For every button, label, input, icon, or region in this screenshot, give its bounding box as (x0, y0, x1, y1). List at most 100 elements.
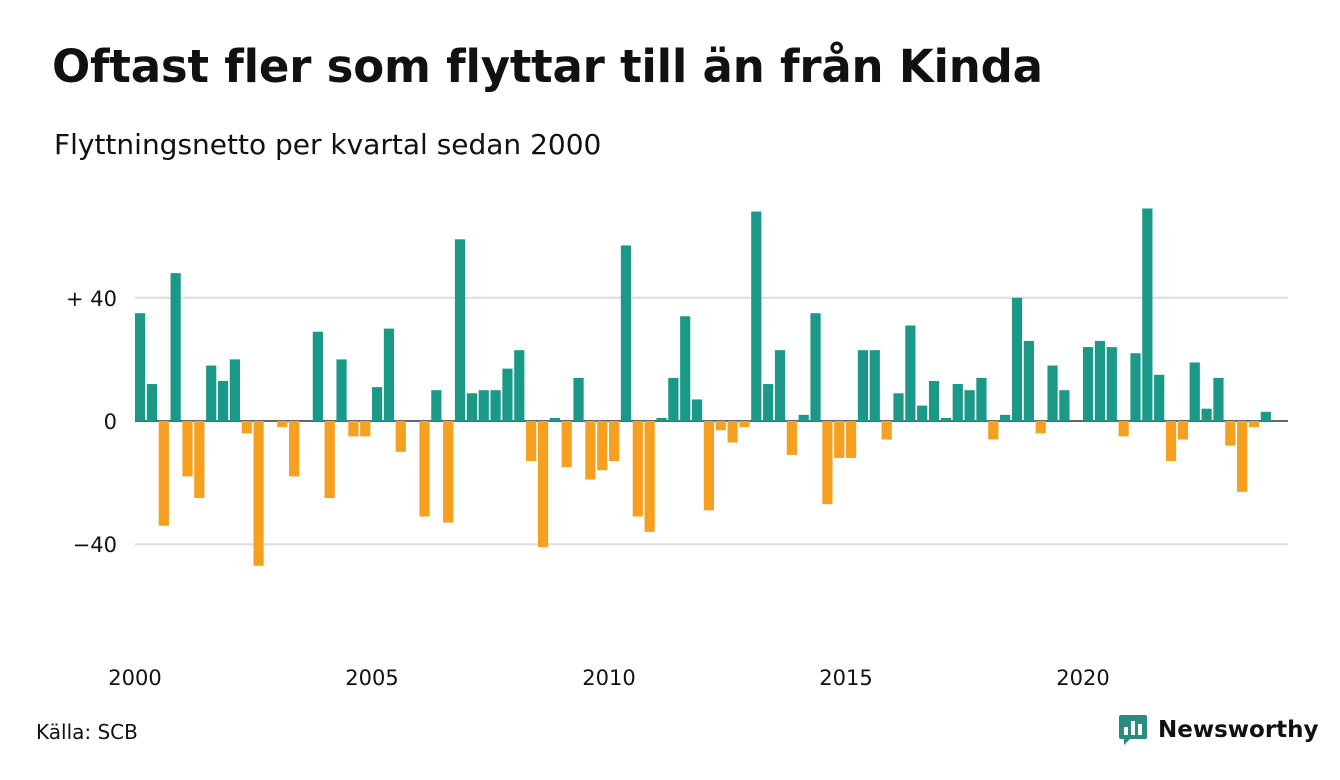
x-tick-label: 2015 (819, 666, 872, 690)
bar (383, 328, 395, 421)
bar (810, 313, 821, 421)
bar (443, 421, 454, 523)
bar (976, 377, 987, 421)
bar (656, 417, 667, 421)
bar (1201, 408, 1212, 421)
bar (514, 350, 525, 421)
bar (1213, 377, 1224, 421)
bar (940, 417, 951, 421)
bar (585, 421, 596, 480)
chart-subtitle: Flyttningsnetto per kvartal sedan 2000 (54, 128, 602, 161)
bar (786, 421, 797, 455)
bar (1260, 411, 1271, 421)
bar (170, 273, 181, 421)
bar (751, 211, 762, 421)
bar (277, 421, 288, 428)
bar (691, 399, 703, 421)
bar (1083, 347, 1094, 421)
bar (182, 421, 193, 477)
bar (1189, 362, 1200, 421)
bar (952, 384, 963, 421)
bar (336, 359, 347, 421)
bar (1142, 208, 1153, 421)
bar (1177, 421, 1188, 440)
bar (229, 359, 240, 421)
bar (893, 393, 904, 421)
bar (1035, 421, 1046, 434)
bar (1130, 353, 1141, 421)
axis-labels: + 40 0 −40 2000 2005 2010 2015 2020 (66, 287, 1110, 690)
bar (703, 421, 714, 511)
bar (727, 421, 738, 443)
y-tick-label: + 40 (66, 287, 117, 311)
bar (526, 421, 537, 462)
bar (869, 350, 880, 421)
bar (466, 393, 477, 421)
bar (549, 417, 560, 421)
bar (490, 390, 501, 421)
bar (360, 421, 371, 437)
bar (146, 384, 158, 421)
bar (632, 421, 643, 517)
bar (1225, 421, 1236, 446)
bar (454, 239, 466, 421)
bar (1094, 340, 1106, 421)
bar (905, 325, 916, 421)
bar (1059, 390, 1070, 421)
y-tick-label: 0 (104, 410, 117, 434)
bar (1154, 374, 1165, 421)
bar (857, 350, 869, 421)
newsworthy-logo-icon (1119, 715, 1147, 745)
bar (822, 421, 833, 505)
bar (419, 421, 430, 517)
bar (680, 316, 691, 421)
bar (668, 377, 679, 421)
bar (395, 421, 406, 452)
bar (1118, 421, 1129, 437)
bar (1165, 421, 1177, 462)
bar (324, 421, 335, 498)
bar (537, 421, 549, 548)
bar (1248, 421, 1260, 428)
bar (834, 421, 845, 458)
bar (988, 421, 999, 440)
x-tick-label: 2000 (108, 666, 161, 690)
bar (609, 421, 620, 462)
bar (928, 380, 940, 421)
bar (620, 245, 632, 421)
bar (135, 313, 146, 421)
bar (348, 421, 359, 437)
bar (881, 421, 892, 440)
bar (597, 421, 608, 471)
source-note: Källa: SCB (36, 720, 138, 744)
bar (217, 380, 229, 421)
bars (135, 208, 1271, 566)
bar (739, 421, 750, 428)
bar (1011, 297, 1023, 421)
bar (1047, 365, 1058, 421)
chart-title: Oftast fler som flyttar till än från Kin… (52, 40, 1043, 93)
bar (917, 405, 928, 421)
bar (1000, 414, 1011, 421)
bar (1023, 340, 1034, 421)
bar (763, 384, 774, 421)
bar (372, 387, 383, 421)
bar (573, 377, 584, 421)
y-tick-label: −40 (73, 533, 117, 557)
bar-chart: + 40 0 −40 2000 2005 2010 2015 2020 (66, 208, 1288, 690)
x-tick-label: 2020 (1056, 666, 1109, 690)
bar (561, 421, 572, 468)
bar (241, 421, 252, 434)
bar (206, 365, 217, 421)
bar (774, 350, 786, 421)
bar (158, 421, 169, 526)
x-tick-label: 2005 (345, 666, 398, 690)
bar (431, 390, 442, 421)
brand-logo[interactable]: Newsworthy (1118, 713, 1319, 747)
bar (289, 421, 300, 477)
bar (253, 421, 264, 566)
bar (1106, 347, 1117, 421)
bar (644, 421, 655, 532)
brand-name: Newsworthy (1158, 717, 1319, 743)
bar (846, 421, 857, 458)
